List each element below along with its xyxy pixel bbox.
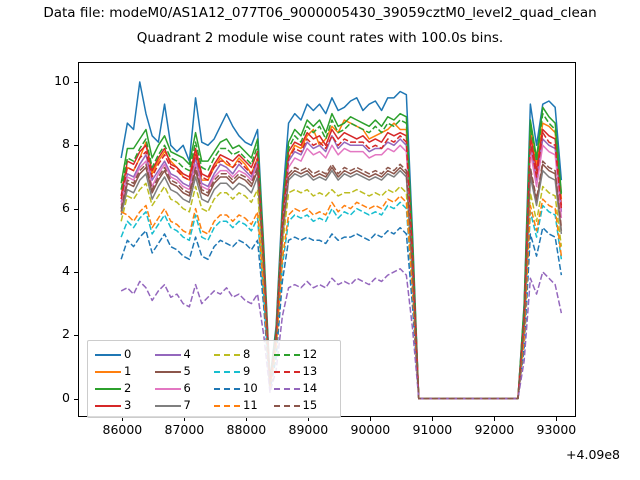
legend-label: 1 (124, 363, 132, 378)
legend-line-swatch-icon (214, 387, 240, 390)
x-axis-offset-label: +4.09e8 (566, 447, 620, 462)
legend-line-swatch-icon (214, 370, 240, 373)
legend-line-swatch-icon (273, 387, 300, 390)
legend-label: 13 (302, 363, 318, 378)
series-canvas (120, 81, 563, 400)
legend-label: 7 (183, 397, 191, 412)
x-tick-mark (246, 417, 248, 421)
legend-line-swatch-icon (95, 404, 121, 407)
legend-item-5[interactable]: 5 (154, 363, 215, 378)
y-tick-label: 10 (54, 72, 70, 88)
legend-box[interactable]: 0 4 8 12 1 5 9 13 2 6 10 14 3 7 11 15 (87, 340, 341, 418)
y-tick-label: 8 (62, 136, 70, 152)
y-tick-label: 4 (62, 262, 70, 278)
x-tick-label: 88000 (226, 422, 267, 437)
y-tick-label: 2 (62, 326, 70, 342)
legend-label: 3 (124, 397, 132, 412)
legend-line-swatch-icon (273, 370, 300, 373)
legend-label: 2 (124, 380, 132, 395)
legend-line-swatch-icon (273, 404, 300, 407)
legend-item-2[interactable]: 2 (95, 380, 155, 395)
x-tick-label: 93000 (536, 422, 577, 437)
legend-item-15[interactable]: 15 (273, 397, 334, 412)
legend-item-4[interactable]: 4 (154, 346, 215, 361)
legend-line-swatch-icon (95, 353, 121, 356)
legend-item-3[interactable]: 3 (95, 397, 155, 412)
legend-label: 12 (302, 346, 318, 361)
y-tick-label: 0 (62, 389, 70, 405)
legend-label: 0 (124, 346, 132, 361)
legend-label: 10 (243, 380, 258, 395)
x-tick-label: 90000 (350, 422, 391, 437)
x-tick-mark (184, 417, 186, 421)
legend-item-1[interactable]: 1 (95, 363, 155, 378)
x-tick-mark (556, 417, 558, 421)
legend-grid: 0 4 8 12 1 5 9 13 2 6 10 14 3 7 11 15 (95, 346, 333, 414)
series-line-15 (120, 160, 563, 400)
legend-item-6[interactable]: 6 (154, 380, 215, 395)
legend-line-swatch-icon (214, 404, 240, 407)
y-tick-mark (74, 81, 78, 83)
legend-line-swatch-icon (95, 370, 121, 373)
x-tick-mark (308, 417, 310, 421)
legend-item-8[interactable]: 8 (214, 346, 274, 361)
legend-label: 4 (183, 346, 191, 361)
legend-item-0[interactable]: 0 (95, 346, 155, 361)
legend-item-12[interactable]: 12 (273, 346, 334, 361)
x-tick-label: 89000 (288, 422, 329, 437)
y-tick-mark (74, 398, 78, 400)
legend-item-9[interactable]: 9 (214, 363, 274, 378)
x-tick-mark (432, 417, 434, 421)
x-tick-label: 91000 (412, 422, 453, 437)
legend-label: 9 (243, 363, 251, 378)
y-tick-mark (74, 145, 78, 147)
legend-label: 8 (243, 346, 251, 361)
legend-item-14[interactable]: 14 (273, 380, 334, 395)
legend-label: 15 (302, 397, 318, 412)
y-tick-mark (74, 208, 78, 210)
legend-line-swatch-icon (273, 353, 300, 356)
x-tick-mark (122, 417, 124, 421)
legend-line-swatch-icon (154, 370, 181, 373)
legend-label: 11 (243, 397, 258, 412)
legend-item-13[interactable]: 13 (273, 363, 334, 378)
legend-label: 5 (183, 363, 191, 378)
y-tick-mark (74, 271, 78, 273)
legend-line-swatch-icon (154, 404, 181, 407)
legend-item-10[interactable]: 10 (214, 380, 274, 395)
legend-line-swatch-icon (154, 353, 181, 356)
x-tick-mark (494, 417, 496, 421)
axes-title: Quadrant 2 module wise count rates with … (136, 30, 504, 46)
x-tick-mark (370, 417, 372, 421)
y-tick-mark (74, 335, 78, 337)
legend-label: 6 (183, 380, 191, 395)
legend-item-7[interactable]: 7 (154, 397, 215, 412)
x-tick-label: 86000 (102, 422, 143, 437)
legend-line-swatch-icon (214, 353, 240, 356)
y-tick-label: 6 (62, 199, 70, 215)
figure-suptitle: Data file: modeM0/AS1A12_077T06_90000054… (43, 5, 597, 21)
legend-item-11[interactable]: 11 (214, 397, 274, 412)
x-tick-label: 92000 (474, 422, 515, 437)
legend-label: 14 (302, 380, 318, 395)
legend-line-swatch-icon (95, 387, 121, 390)
legend-line-swatch-icon (154, 387, 181, 390)
x-tick-label: 87000 (164, 422, 205, 437)
